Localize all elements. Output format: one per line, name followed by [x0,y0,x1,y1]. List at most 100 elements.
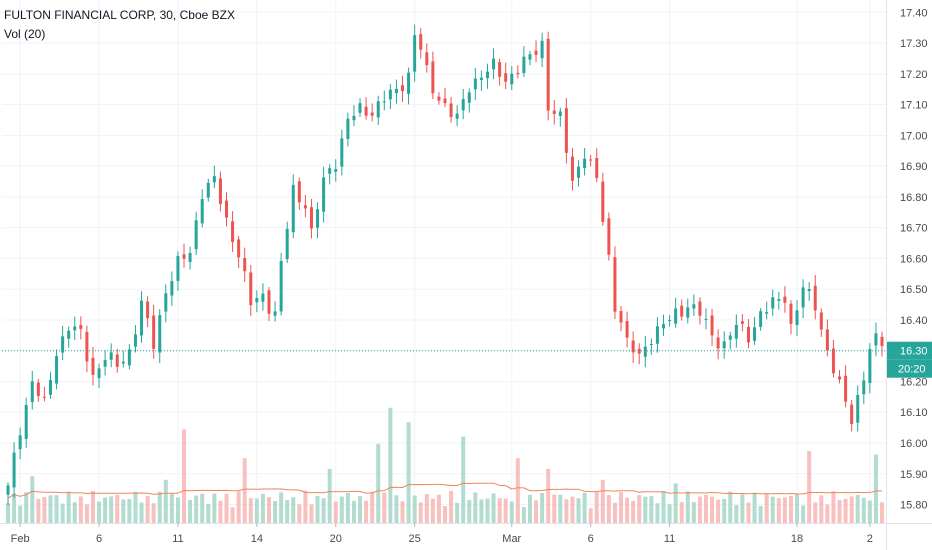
volume-bar [151,503,156,523]
volume-bar [248,498,253,523]
volume-bar [576,498,581,523]
volume-bar [424,494,429,523]
candle-body [619,311,623,323]
time-tick-label: 20 [330,533,342,545]
volume-bar [351,500,356,523]
time-tick-label: 14 [251,533,263,545]
volume-bar [679,502,684,523]
candle-body [170,281,174,296]
volume-bar [358,496,363,523]
candle-body [370,112,374,116]
volume-bar [716,499,721,523]
candle-body [413,35,417,72]
volume-bar [66,491,71,523]
volume-bar [734,505,739,523]
volume-bar [133,491,138,523]
volume-bar [667,504,672,523]
volume-bar [619,492,624,523]
volume-study-label[interactable]: Vol (20) [4,27,46,41]
candle-body [407,72,411,94]
candle-body [352,115,356,121]
candle-body [862,380,866,395]
volume-bar [685,491,690,523]
time-axis[interactable]: Feb 6 11 14 20 25 Mar 6 11 18 2 [0,523,932,545]
time-tick-label: 25 [409,533,421,545]
volume-bar [169,493,174,523]
candle-body [540,40,544,59]
candle-body [625,320,629,338]
volume-bar [825,504,830,523]
symbol-title[interactable]: FULTON FINANCIAL CORP, 30, Cboe BZX [4,8,235,22]
volume-bar [849,496,854,523]
candle-body [146,301,150,319]
time-tick-label: 2 [867,533,873,545]
candle-body [759,311,763,327]
candle-body [273,311,277,316]
volume-bar [813,502,818,523]
volume-bar [188,499,193,523]
volume-bar [72,502,77,523]
volume-bar [364,500,369,523]
volume-bar [600,479,605,523]
candle-body [55,356,59,384]
candle-body [740,321,744,324]
volume-bar [279,492,284,523]
volume-bar [764,493,769,523]
candle-body [425,52,429,66]
volume-bar [552,494,557,523]
volume-bar [370,491,375,523]
candle-body [431,61,435,94]
candle-body [874,333,878,346]
volume-bar [479,499,484,523]
volume-bar [236,491,241,523]
candle-body [850,404,854,425]
price-axis[interactable]: 15.80 15.90 16.00 16.10 16.20 16.30 16.40 16.50… [886,0,928,550]
candle-body [485,71,489,79]
candle-body [613,257,617,312]
volume-bar [242,458,247,523]
volume-bar [139,502,144,523]
volume-bar [637,495,642,523]
candle-body [218,178,222,205]
volume-bar [230,507,235,523]
volume-bar [540,492,545,523]
volume-bar [485,498,490,523]
volume-bar [206,503,211,523]
volume-bar [831,491,836,523]
time-tick-label: 11 [172,533,183,545]
candle-body [419,34,423,50]
candle-body [710,315,714,336]
volume-bar [740,494,745,523]
time-tick-label: Feb [11,533,30,545]
price-tick-label: 16.10 [900,407,928,419]
candle-body [564,108,568,153]
volume-bar [182,429,187,523]
volume-bar [200,493,205,523]
price-tick-label: 16.50 [900,284,928,296]
volume-bar [643,496,648,523]
volume-bar [103,497,108,523]
candle-body [546,38,550,111]
price-tag: 16.30 20:20 [887,341,932,378]
candle-body [109,352,113,360]
volume-bar [612,502,617,523]
candle-body [607,218,611,255]
countdown-tag [887,359,932,378]
price-tick-label: 17.20 [900,69,928,81]
volume-bar [449,490,454,523]
volume-bar [218,500,223,523]
volume-bar [78,496,83,523]
candle-body [30,381,34,403]
volume-bar [115,494,120,523]
volume-bar [588,508,593,523]
volume-bar [436,494,441,523]
candle-body [212,176,216,183]
candle-body [728,335,732,340]
candle-body [595,158,599,179]
candle-body [285,228,289,260]
volume-bar [807,451,812,523]
volume-bar [728,491,733,523]
time-tick-label: Mar [502,533,521,545]
candle-body [91,357,95,375]
